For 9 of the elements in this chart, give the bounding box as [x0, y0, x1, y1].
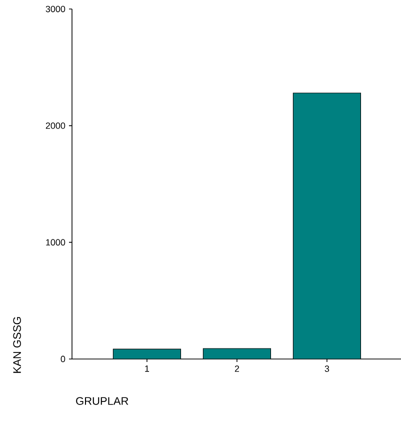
y-axis-title: KAN GSSG [13, 317, 21, 373]
x-tick-label: 3 [324, 366, 330, 372]
y-tick-label: 0 [60, 356, 66, 362]
y-tick-label: 2000 [46, 122, 66, 129]
y-tick-label: 1000 [46, 239, 66, 246]
x-tick-label: 2 [234, 366, 240, 372]
x-tick-label: 1 [145, 366, 150, 372]
x-axis-title: GRUPLAR [76, 397, 128, 405]
y-tick-label: 3000 [46, 6, 66, 12]
